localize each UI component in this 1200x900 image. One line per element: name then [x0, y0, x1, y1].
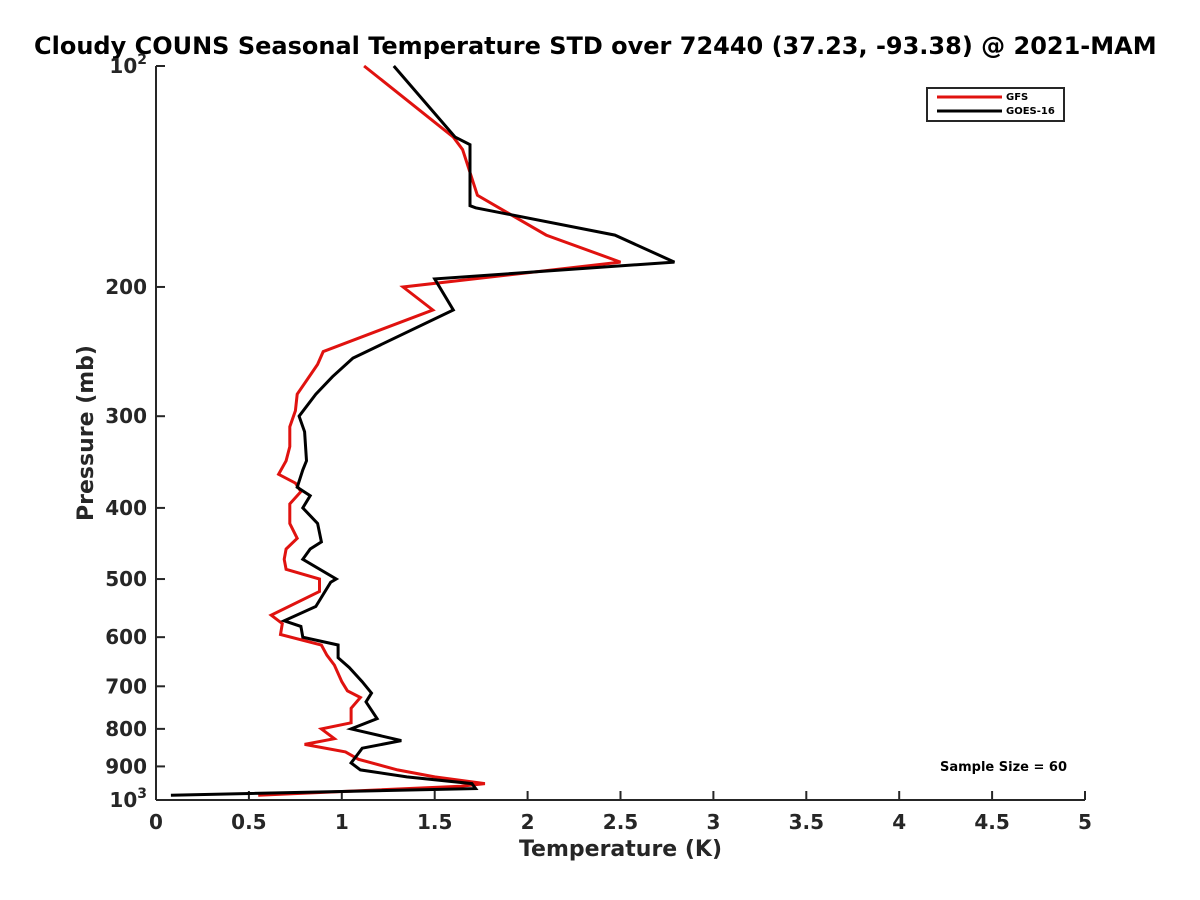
x-tick-label: 3.5 — [789, 810, 824, 834]
legend-label: GFS — [1006, 92, 1028, 103]
y-tick-label: 800 — [105, 717, 147, 741]
x-tick-label: 5 — [1078, 810, 1092, 834]
x-tick-label: 2.5 — [603, 810, 638, 834]
y-tick-label: 102 — [109, 52, 147, 78]
chart-title: Cloudy COUNS Seasonal Temperature STD ov… — [34, 32, 1157, 60]
x-axis-label: Temperature (K) — [519, 837, 722, 862]
x-tick-label: 4.5 — [974, 810, 1009, 834]
y-tick-exponent: 2 — [137, 52, 147, 68]
y-tick-label: 103 — [109, 786, 147, 812]
y-tick-label: 700 — [105, 674, 147, 698]
sample-size-annotation: Sample Size = 60 — [940, 760, 1067, 775]
x-axis: 0 0.5 1 1.5 2 2.5 3 3.5 4 4.5 5 — [149, 791, 1092, 834]
x-tick-label: 3 — [706, 810, 720, 834]
y-tick-base: 10 — [109, 54, 137, 78]
y-tick-label: 500 — [105, 567, 147, 591]
x-tick-label: 0.5 — [231, 810, 266, 834]
series-line-gfs — [258, 64, 622, 797]
y-tick-exponent: 3 — [137, 786, 147, 802]
series-layer — [170, 64, 676, 797]
y-tick-base: 10 — [109, 788, 137, 812]
plot-area — [155, 66, 1085, 801]
x-tick-label: 1 — [335, 810, 349, 834]
x-tick-label: 0 — [149, 810, 163, 834]
legend[interactable]: GFS GOES-16 — [926, 87, 1065, 122]
legend-label: GOES-16 — [1006, 106, 1055, 117]
y-tick-label: 600 — [105, 625, 147, 649]
x-tick-label: 1.5 — [417, 810, 452, 834]
y-tick-label: 300 — [105, 404, 147, 428]
y-axis-label: Pressure (mb) — [74, 345, 99, 521]
x-tick-label: 2 — [521, 810, 535, 834]
y-tick-label: 400 — [105, 496, 147, 520]
y-tick-label: 200 — [105, 275, 147, 299]
series-line-goes-16 — [170, 65, 676, 797]
legend-box — [926, 87, 1065, 122]
y-tick-label: 900 — [105, 754, 147, 778]
x-tick-label: 4 — [892, 810, 906, 834]
